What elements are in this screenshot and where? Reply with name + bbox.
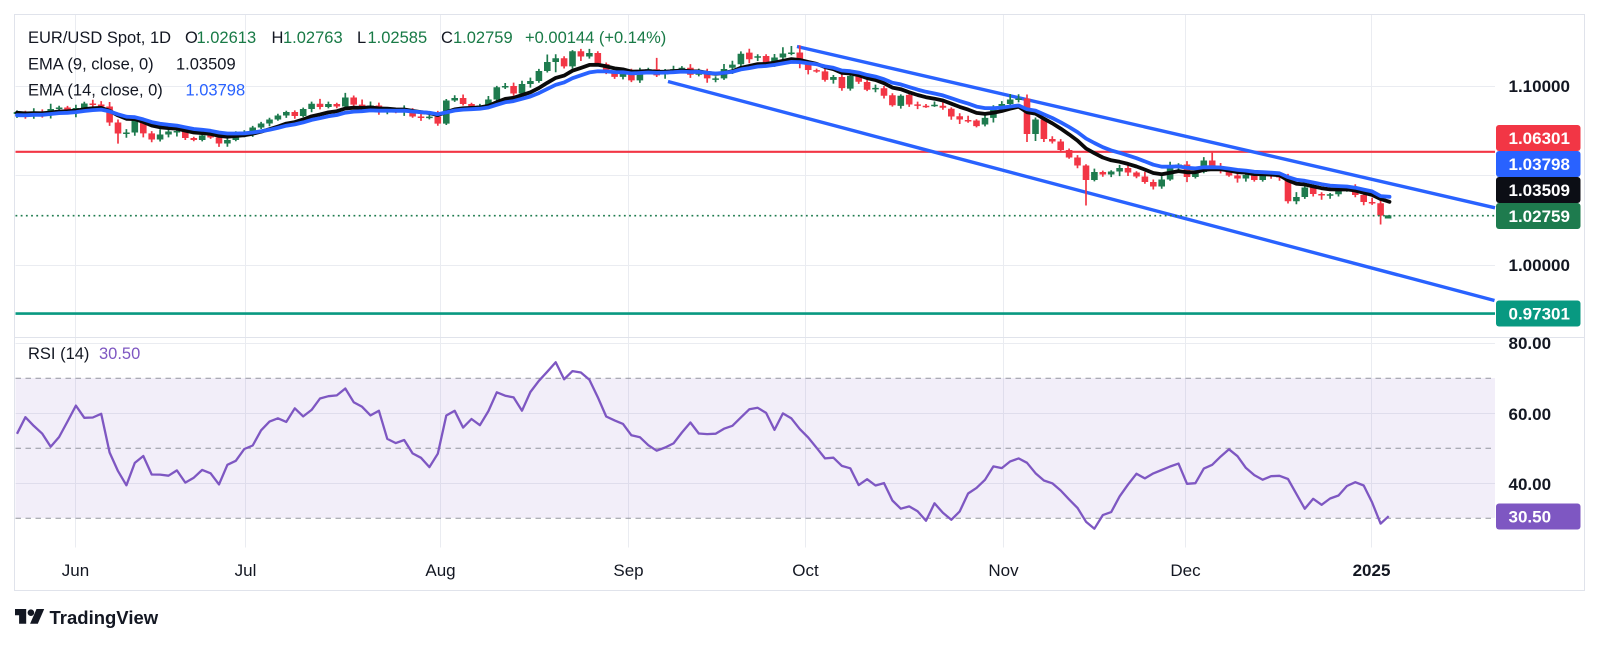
svg-text:Oct: Oct — [792, 561, 819, 580]
svg-text:0.97301: 0.97301 — [1509, 305, 1570, 324]
svg-text:RSI (14)30.50: RSI (14) 30.50 — [28, 345, 140, 363]
svg-text:Jul: Jul — [235, 561, 257, 580]
svg-text:Aug: Aug — [425, 561, 455, 580]
svg-text:EMA (9, close, 0)1.03509: EMA (9, close, 0) 1.03509 — [28, 56, 236, 74]
svg-text:60.00: 60.00 — [1509, 405, 1552, 424]
svg-text:1.03798: 1.03798 — [1509, 155, 1570, 174]
svg-text:80.00: 80.00 — [1509, 334, 1552, 353]
svg-text:Dec: Dec — [1170, 561, 1201, 580]
svg-text:1.10000: 1.10000 — [1509, 77, 1570, 96]
svg-text:1.00000: 1.00000 — [1509, 256, 1570, 275]
svg-text:1.02759: 1.02759 — [1509, 207, 1570, 226]
svg-text:1.03509: 1.03509 — [1509, 181, 1570, 200]
svg-text:2025: 2025 — [1353, 561, 1391, 580]
svg-text:Nov: Nov — [988, 561, 1019, 580]
svg-text:EMA (14, close, 0)1.03798: EMA (14, close, 0) 1.03798 — [28, 82, 245, 100]
svg-text:40.00: 40.00 — [1509, 475, 1552, 494]
svg-text:Jun: Jun — [62, 561, 89, 580]
svg-text:TradingView: TradingView — [50, 607, 159, 628]
svg-text:30.50: 30.50 — [1509, 508, 1552, 527]
svg-text:1.06301: 1.06301 — [1509, 129, 1570, 148]
svg-text:Sep: Sep — [613, 561, 643, 580]
